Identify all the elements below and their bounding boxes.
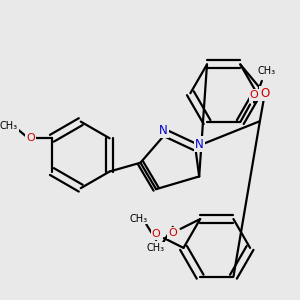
Text: O: O — [260, 87, 269, 100]
Text: CH₃: CH₃ — [258, 66, 276, 76]
Text: N: N — [195, 138, 204, 151]
Text: CH₃: CH₃ — [146, 243, 164, 254]
Text: CH₃: CH₃ — [129, 214, 148, 224]
Text: O: O — [250, 90, 258, 100]
Text: O: O — [152, 229, 161, 239]
Text: N: N — [159, 124, 167, 137]
Text: O: O — [26, 133, 35, 143]
Text: O: O — [168, 228, 177, 238]
Text: CH₃: CH₃ — [0, 121, 18, 130]
